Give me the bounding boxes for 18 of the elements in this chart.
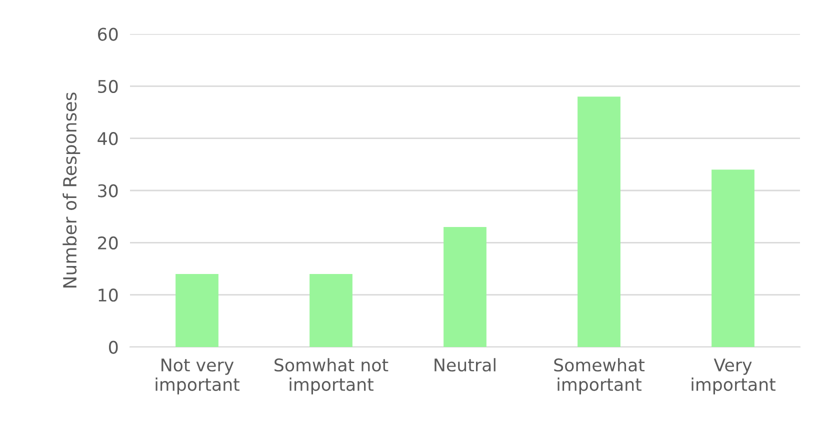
x-tick-label: Somewhat important xyxy=(554,358,645,394)
bar xyxy=(310,274,352,347)
y-tick-label: 60 xyxy=(98,28,118,41)
x-tick-label: Very important xyxy=(692,358,776,394)
y-tick-label: 50 xyxy=(98,80,118,94)
x-tick-label: Not very important xyxy=(156,358,240,394)
y-tick-label: 10 xyxy=(98,288,118,302)
bar xyxy=(712,170,754,347)
x-tick-label: Somwhat not important xyxy=(274,358,388,394)
y-tick-label: 0 xyxy=(108,340,118,354)
y-axis-title: Number of Responses xyxy=(62,92,80,288)
y-tick-label: 20 xyxy=(98,236,118,250)
bar xyxy=(578,96,620,347)
y-tick-label: 40 xyxy=(98,132,118,146)
bar xyxy=(176,274,218,347)
bar xyxy=(444,227,486,347)
x-tick-label: Neutral xyxy=(434,358,496,372)
y-tick-label: 30 xyxy=(98,184,118,198)
